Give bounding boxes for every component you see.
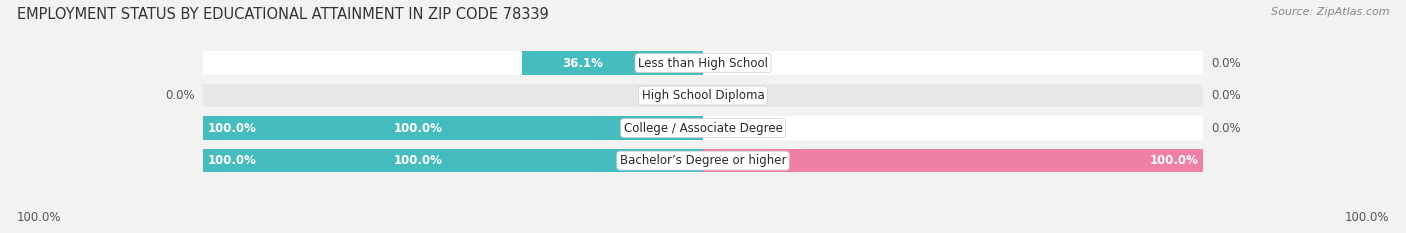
Text: EMPLOYMENT STATUS BY EDUCATIONAL ATTAINMENT IN ZIP CODE 78339: EMPLOYMENT STATUS BY EDUCATIONAL ATTAINM… [17, 7, 548, 22]
Text: 100.0%: 100.0% [394, 154, 443, 167]
Text: College / Associate Degree: College / Associate Degree [624, 122, 782, 135]
Bar [202, 51, 1204, 75]
Text: 100.0%: 100.0% [394, 122, 443, 135]
Text: 36.1%: 36.1% [208, 57, 249, 70]
Bar [202, 149, 703, 172]
Text: 0.0%: 0.0% [166, 89, 195, 102]
Text: 0.0%: 0.0% [1211, 57, 1240, 70]
Text: Bachelor’s Degree or higher: Bachelor’s Degree or higher [620, 154, 786, 167]
Legend: In Labor Force, Unemployed: In Labor Force, Unemployed [592, 230, 814, 233]
Text: High School Diploma: High School Diploma [641, 89, 765, 102]
Text: 100.0%: 100.0% [1150, 154, 1198, 167]
Bar [202, 149, 1204, 172]
Bar [703, 149, 1204, 172]
Text: 0.0%: 0.0% [1211, 89, 1240, 102]
Text: 100.0%: 100.0% [1344, 211, 1389, 224]
Text: 100.0%: 100.0% [17, 211, 62, 224]
Bar [202, 84, 1204, 107]
Text: 0.0%: 0.0% [1211, 122, 1240, 135]
Bar [523, 51, 703, 75]
Bar [202, 116, 703, 140]
Text: 100.0%: 100.0% [208, 154, 256, 167]
Text: Less than High School: Less than High School [638, 57, 768, 70]
Text: 36.1%: 36.1% [562, 57, 603, 70]
Text: Source: ZipAtlas.com: Source: ZipAtlas.com [1271, 7, 1389, 17]
Text: 100.0%: 100.0% [208, 122, 256, 135]
Bar [202, 116, 1204, 140]
